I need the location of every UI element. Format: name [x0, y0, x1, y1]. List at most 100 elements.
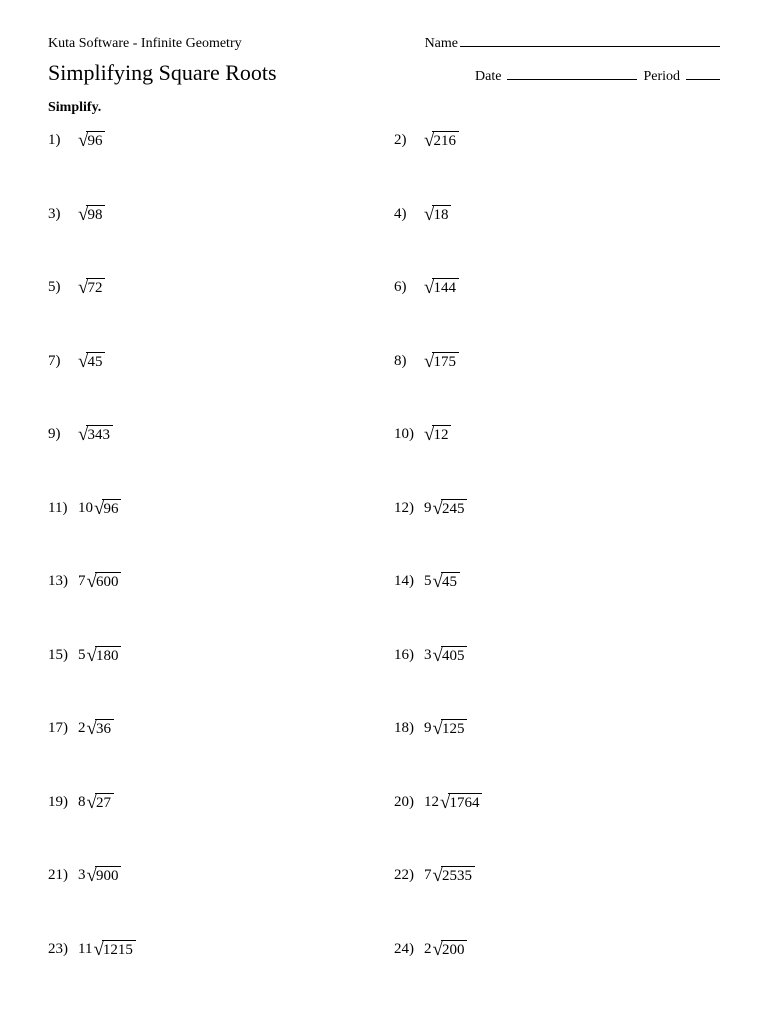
radicand: 600 — [95, 572, 122, 593]
problem-expression: √96 — [78, 130, 105, 152]
radical-icon: √ — [424, 352, 434, 371]
square-root: √900 — [87, 865, 122, 887]
problem-item: 5) √72 — [48, 277, 374, 299]
problem-item: 8) √175 — [394, 351, 720, 373]
radicand: 72 — [86, 278, 105, 299]
problem-expression: 2√36 — [78, 718, 114, 740]
problem-item: 11) 10√96 — [48, 498, 374, 520]
problem-expression: 9√245 — [424, 498, 467, 520]
radicand: 200 — [441, 940, 468, 961]
square-root: √36 — [87, 718, 114, 740]
coefficient: 11 — [78, 941, 92, 958]
radical-icon: √ — [78, 205, 88, 224]
worksheet-title: Simplifying Square Roots — [48, 60, 277, 86]
problem-item: 7) √45 — [48, 351, 374, 373]
problem-number: 9) — [48, 426, 72, 443]
problem-number: 10) — [394, 426, 418, 443]
problem-number: 5) — [48, 279, 72, 296]
problems-grid: 1)√962)√2163)√984)√185)√726)√1447)√458)√… — [48, 130, 720, 960]
square-root: √45 — [433, 571, 460, 593]
square-root: √96 — [78, 130, 105, 152]
coefficient: 9 — [424, 720, 432, 737]
square-root: √144 — [424, 277, 459, 299]
problem-number: 7) — [48, 353, 72, 370]
problem-item: 13) 7√600 — [48, 571, 374, 593]
problem-number: 13) — [48, 573, 72, 590]
square-root: √72 — [78, 277, 105, 299]
square-root: √96 — [94, 498, 121, 520]
coefficient: 9 — [424, 500, 432, 517]
problem-expression: √343 — [78, 424, 113, 446]
header-line-2: Simplifying Square Roots Date Period — [48, 60, 720, 86]
problem-number: 22) — [394, 867, 418, 884]
radical-icon: √ — [87, 866, 97, 885]
square-root: √2535 — [433, 865, 475, 887]
problem-item: 19)8√27 — [48, 792, 374, 814]
coefficient: 10 — [78, 500, 93, 517]
coefficient: 7 — [424, 867, 432, 884]
problem-number: 4) — [394, 206, 418, 223]
coefficient: 5 — [78, 647, 86, 664]
problem-expression: √144 — [424, 277, 459, 299]
square-root: √1215 — [93, 939, 135, 961]
problem-expression: 12√1764 — [424, 792, 482, 814]
radical-icon: √ — [87, 572, 97, 591]
radical-icon: √ — [433, 572, 443, 591]
problem-number: 16) — [394, 647, 418, 664]
problem-expression: √45 — [78, 351, 105, 373]
square-root: √18 — [424, 204, 451, 226]
radical-icon: √ — [433, 866, 443, 885]
problem-item: 24)2√200 — [394, 939, 720, 961]
problem-item: 12) 9√245 — [394, 498, 720, 520]
radicand: 175 — [432, 352, 459, 373]
problem-number: 24) — [394, 941, 418, 958]
problem-item: 17) 2√36 — [48, 718, 374, 740]
problem-item: 6)√144 — [394, 277, 720, 299]
coefficient: 3 — [424, 647, 432, 664]
problem-number: 12) — [394, 500, 418, 517]
problem-number: 17) — [48, 720, 72, 737]
radicand: 98 — [86, 205, 105, 226]
problem-number: 15) — [48, 647, 72, 664]
problem-expression: √72 — [78, 277, 105, 299]
problem-item: 4) √18 — [394, 204, 720, 226]
radical-icon: √ — [440, 793, 450, 812]
coefficient: 2 — [78, 720, 86, 737]
radical-icon: √ — [433, 499, 443, 518]
square-root: √125 — [433, 718, 468, 740]
problem-number: 14) — [394, 573, 418, 590]
square-root: √1764 — [440, 792, 482, 814]
radical-icon: √ — [424, 131, 434, 150]
problem-number: 11) — [48, 500, 72, 517]
radical-icon: √ — [87, 793, 97, 812]
problem-item: 15)5√180 — [48, 645, 374, 667]
radical-icon: √ — [93, 940, 103, 959]
problem-number: 23) — [48, 941, 72, 958]
instruction-text: Simplify. — [48, 100, 720, 116]
problem-number: 21) — [48, 867, 72, 884]
coefficient: 2 — [424, 941, 432, 958]
problem-item: 14)5√45 — [394, 571, 720, 593]
name-field: Name — [425, 36, 720, 52]
radical-icon: √ — [433, 646, 443, 665]
name-blank-line — [460, 46, 720, 47]
radicand: 245 — [441, 499, 468, 520]
square-root: √12 — [424, 424, 451, 446]
date-period-group: Date Period — [475, 69, 720, 85]
problem-number: 2) — [394, 132, 418, 149]
radical-icon: √ — [424, 278, 434, 297]
problem-item: 1)√96 — [48, 130, 374, 152]
problem-expression: 10√96 — [78, 498, 121, 520]
radical-icon: √ — [78, 352, 88, 371]
problem-expression: √18 — [424, 204, 451, 226]
radicand: 900 — [95, 866, 122, 887]
radical-icon: √ — [78, 131, 88, 150]
problem-number: 8) — [394, 353, 418, 370]
radicand: 125 — [441, 719, 468, 740]
radicand: 45 — [86, 352, 105, 373]
problem-item: 3) √98 — [48, 204, 374, 226]
problem-number: 20) — [394, 794, 418, 811]
problem-number: 3) — [48, 206, 72, 223]
problem-expression: 7√600 — [78, 571, 121, 593]
radicand: 12 — [432, 425, 451, 446]
